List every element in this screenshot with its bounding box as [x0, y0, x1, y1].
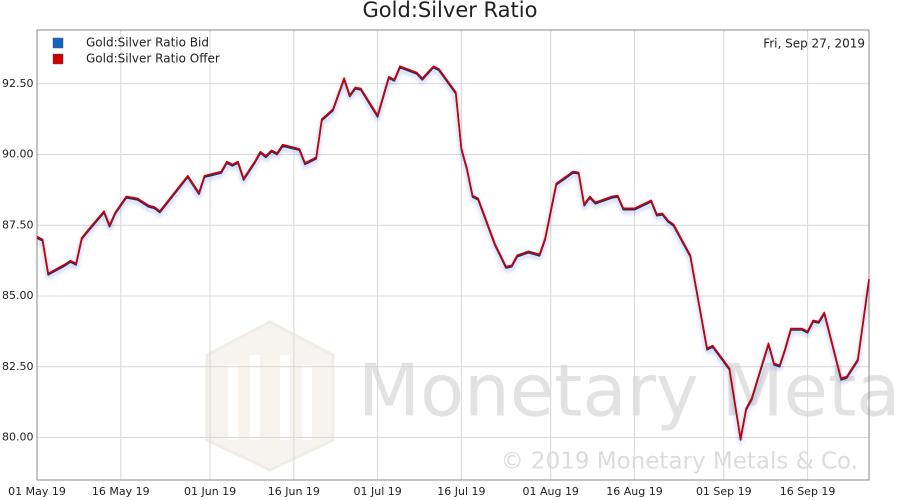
x-tick-label: 16 Jun 19 [268, 485, 320, 498]
x-tick-label: 16 Jul 19 [437, 485, 485, 498]
chart-title: Gold:Silver Ratio [363, 0, 538, 22]
x-tick-label: 16 Aug 19 [606, 485, 662, 498]
y-tick-label: 80.00 [2, 431, 34, 444]
date-label: Fri, Sep 27, 2019 [763, 37, 865, 51]
y-tick-label: 82.50 [2, 360, 34, 373]
y-tick-label: 87.50 [2, 218, 34, 231]
x-tick-label: 01 May 19 [8, 485, 66, 498]
x-tick-label: 16 May 19 [92, 485, 150, 498]
y-tick-label: 90.00 [2, 148, 34, 161]
legend-swatch [52, 53, 64, 65]
x-tick-label: 01 Jul 19 [353, 485, 401, 498]
x-tick-label: 01 Aug 19 [522, 485, 578, 498]
legend-label: Gold:Silver Ratio Bid [86, 36, 209, 50]
series-line [36, 65, 870, 440]
watermark: Monetary Metals [358, 349, 900, 433]
plot-frame [36, 29, 870, 481]
x-tick-label: 16 Sep 19 [780, 485, 836, 498]
grid [36, 30, 869, 480]
y-tick-label: 85.00 [2, 289, 34, 302]
x-tick-label: 01 Jun 19 [184, 485, 236, 498]
watermark-logo [205, 320, 335, 472]
x-tick-label: 01 Sep 19 [696, 485, 752, 498]
legend-label: Gold:Silver Ratio Offer [86, 52, 220, 66]
copyright: © 2019 Monetary Metals & Co. [501, 449, 858, 475]
legend-swatch [52, 37, 64, 49]
y-tick-label: 92.50 [2, 77, 34, 90]
